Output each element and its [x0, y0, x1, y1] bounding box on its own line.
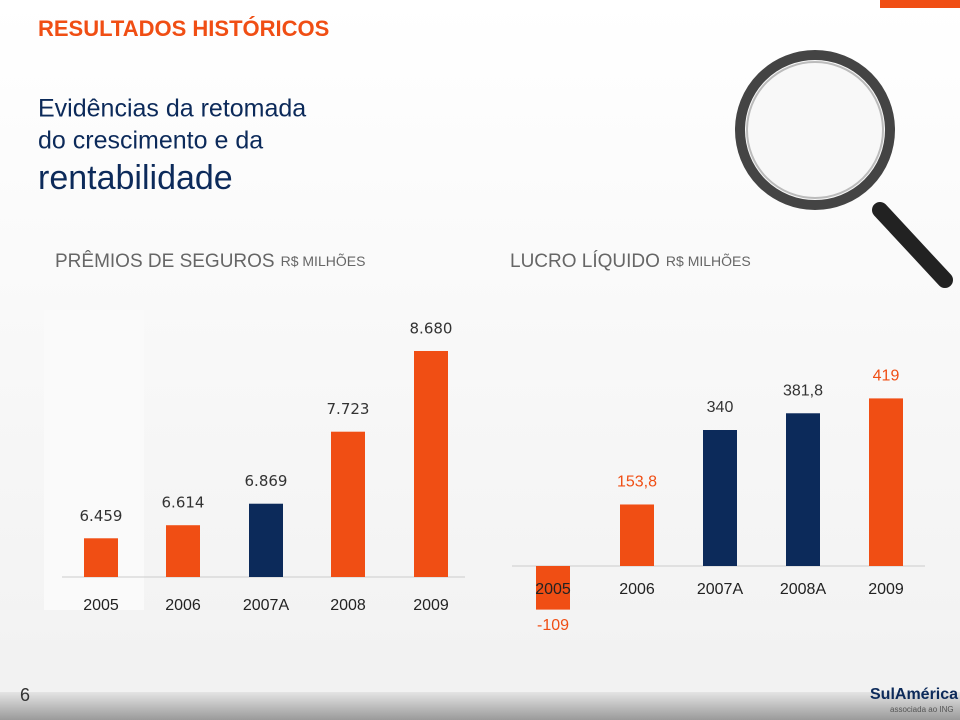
- x-tick-label: 2005: [83, 597, 119, 614]
- bar: [620, 504, 654, 566]
- bar: [331, 431, 365, 577]
- bar: [869, 398, 903, 566]
- chart-title: PRÊMIOS DE SEGUROS R$ MILHÕES: [55, 250, 365, 272]
- bar: [414, 350, 448, 577]
- chart-unit: R$ MILHÕES: [281, 253, 366, 269]
- magnifier: ​: [735, 50, 953, 288]
- x-tick-label: 2008A: [780, 581, 827, 598]
- footer-band: [0, 692, 960, 720]
- data-label: -109: [537, 617, 569, 634]
- headline: do crescimento e da: [38, 127, 263, 155]
- data-label: 6.614: [162, 494, 205, 512]
- bar: [84, 538, 118, 577]
- x-tick-label: 2006: [619, 581, 655, 598]
- x-tick-label: 2009: [868, 581, 904, 598]
- data-label: 6.869: [245, 472, 288, 490]
- bar: [786, 413, 820, 566]
- bar: [703, 430, 737, 566]
- chart-unit: R$ MILHÕES: [666, 253, 751, 269]
- page-number: 6: [20, 685, 30, 705]
- accent-bar: [880, 0, 960, 8]
- x-tick-label: 2005: [535, 581, 571, 598]
- bar: [536, 566, 570, 610]
- x-tick-label: 2007A: [243, 597, 290, 614]
- logo: SulAmérica: [870, 686, 958, 703]
- data-label: 340: [707, 399, 734, 416]
- section-title: RESULTADOS HISTÓRICOS: [38, 16, 329, 41]
- data-label: 419: [873, 368, 900, 385]
- logo-tagline: associada ao ING: [890, 705, 954, 714]
- data-label: 381,8: [783, 382, 823, 399]
- data-label: 8.680: [410, 319, 453, 337]
- bar: [166, 525, 200, 577]
- chart-title-text: PRÊMIOS DE SEGUROS: [55, 250, 275, 272]
- x-tick-label: 2006: [165, 597, 201, 614]
- headline: rentabilidade: [38, 159, 233, 197]
- x-tick-label: 2009: [413, 597, 449, 614]
- chart-title: LUCRO LÍQUIDO R$ MILHÕES: [510, 251, 751, 272]
- data-label: 7.723: [327, 400, 370, 418]
- headline: Evidências da retomada: [38, 95, 306, 123]
- data-label: 153,8: [617, 474, 657, 491]
- chart-title-text: LUCRO LÍQUIDO: [510, 251, 660, 272]
- x-tick-label: 2008: [330, 597, 366, 614]
- bar: [249, 503, 283, 577]
- x-tick-label: 2007A: [697, 581, 744, 598]
- data-label: 6.459: [80, 507, 123, 525]
